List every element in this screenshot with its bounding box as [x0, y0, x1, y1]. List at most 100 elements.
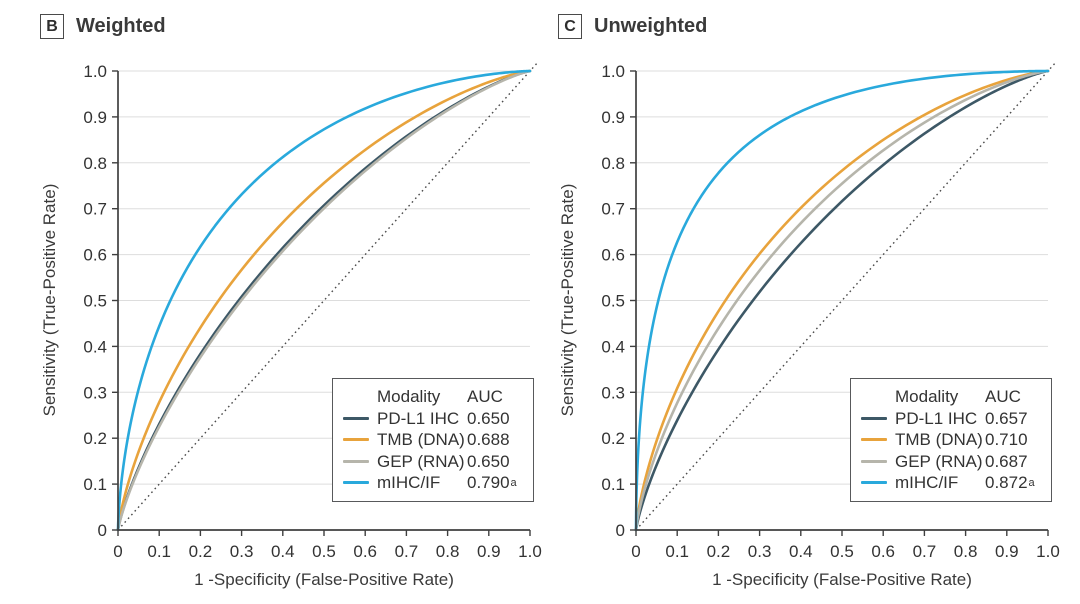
x-tick-label: 1.0 [518, 542, 542, 561]
legend-line-marker [861, 459, 887, 463]
x-tick-label: 0.7 [913, 542, 937, 561]
x-tick-label: 0.3 [748, 542, 772, 561]
legend-modality-header: Modality [377, 387, 441, 406]
roc-plot: 0 0.1 0.2 0.3 0.4 0.5 0.6 0.7 0.8 0.9 1.0 0 0.1 0.2 0.… [83, 61, 542, 561]
legend-marker-cell [343, 472, 377, 494]
panel-letter-badge: C [558, 14, 582, 39]
y-tick-label: 0.2 [601, 429, 625, 448]
x-tick-label: 1.0 [1036, 542, 1060, 561]
x-tick-label: 0.5 [312, 542, 336, 561]
y-tick-label: 0.7 [83, 200, 107, 219]
x-tick-label: 0.7 [395, 542, 419, 561]
panel-title-label: Weighted [76, 15, 166, 37]
legend-auc-value: 0.687 [985, 451, 1028, 471]
y-tick-label: 0.9 [601, 108, 625, 127]
panel-title: B Weighted [40, 14, 166, 39]
y-tick-label: 0.6 [601, 246, 625, 265]
legend-marker-cell [343, 408, 377, 430]
x-tick-label: 0.2 [189, 542, 213, 561]
panel-title-label: Unweighted [594, 15, 708, 37]
roc-curve-mihc-if [634, 69, 1050, 532]
legend-auc-value: 0.872 a [985, 473, 1035, 492]
legend-line-marker [343, 459, 369, 463]
panel-weighted: B Weighted Sensitivity (True-Positive Ra… [40, 14, 542, 589]
panel-title: C Unweighted [558, 14, 707, 39]
y-tick-label: 0.4 [83, 337, 107, 356]
legend-box: Modality AUC PD-L1 IHC 0.657 TMB (DNA) 0.71… [850, 378, 1052, 502]
y-tick-label: 0 [98, 521, 107, 540]
x-tick-label: 0 [631, 542, 640, 561]
x-tick-label: 0.6 [871, 542, 895, 561]
y-tick-label: 0.2 [83, 429, 107, 448]
x-tick-label: 0.6 [353, 542, 377, 561]
legend-line-marker [861, 438, 887, 442]
x-tick-label: 0.4 [789, 542, 813, 561]
legend-marker-cell [343, 451, 377, 473]
roc-plot: 0 0.1 0.2 0.3 0.4 0.5 0.6 0.7 0.8 0.9 1.0 0 0.1 0.2 0.… [601, 61, 1060, 561]
y-tick-label: 0 [616, 521, 625, 540]
legend-grid: Modality AUC PD-L1 IHC 0.657 TMB (DNA) 0.71… [861, 386, 1041, 494]
legend-series-name: GEP (RNA) [377, 451, 465, 471]
x-tick-label: 0.2 [707, 542, 731, 561]
legend-line-marker [343, 416, 369, 420]
legend-header-spacer [343, 386, 377, 408]
x-tick-label: 0.1 [665, 542, 689, 561]
legend-auc-value: 0.688 [467, 430, 510, 449]
y-tick-label: 0.4 [601, 337, 625, 356]
y-tick-label: 0.3 [601, 383, 625, 402]
legend-series-name: mIHC/IF [895, 473, 959, 492]
x-tick-label: 0.1 [147, 542, 171, 561]
y-tick-label: 0.3 [83, 383, 107, 402]
legend-series-name: PD-L1 IHC [895, 408, 978, 428]
x-axis-label: 1 -Specificity (False-Positive Rate) [712, 570, 972, 589]
y-tick-label: 1.0 [83, 62, 107, 81]
legend-marker-cell [861, 451, 895, 473]
legend-series-name: TMB (DNA) [377, 430, 465, 449]
legend-series-name: mIHC/IF [377, 473, 441, 492]
legend-marker-cell [861, 472, 895, 494]
y-tick-label: 0.5 [83, 292, 107, 311]
x-tick-label: 0.8 [436, 542, 460, 561]
legend-series-name: PD-L1 IHC [377, 408, 460, 428]
legend-modality-header: Modality [895, 387, 959, 406]
x-axis-label: 1 -Specificity (False-Positive Rate) [194, 570, 454, 589]
legend-header-spacer [861, 386, 895, 408]
y-tick-label: 0.1 [83, 475, 107, 494]
x-tick-label: 0.4 [271, 542, 295, 561]
legend-auc-value: 0.657 [985, 408, 1028, 428]
y-tick-label: 0.5 [601, 292, 625, 311]
x-tick-label: 0.3 [230, 542, 254, 561]
legend-auc-header: AUC [985, 387, 1021, 406]
x-tick-label: 0.5 [830, 542, 854, 561]
legend-grid: Modality AUC PD-L1 IHC 0.650 TMB (DNA) 0.68… [343, 386, 523, 494]
x-tick-label: 0.9 [477, 542, 501, 561]
y-tick-label: 0.7 [601, 200, 625, 219]
y-tick-label: 0.1 [601, 475, 625, 494]
legend-line-marker [343, 438, 369, 442]
y-tick-label: 0.8 [83, 154, 107, 173]
legend-box: Modality AUC PD-L1 IHC 0.650 TMB (DNA) 0.68… [332, 378, 534, 502]
legend-auc-header: AUC [467, 387, 503, 406]
panel-letter-badge: B [40, 14, 64, 39]
legend-series-name: TMB (DNA) [895, 430, 983, 449]
y-tick-label: 1.0 [601, 62, 625, 81]
legend-line-marker [343, 481, 369, 485]
legend-marker-cell [343, 429, 377, 451]
legend-auc-value: 0.710 [985, 430, 1028, 449]
legend-line-marker [861, 481, 887, 485]
y-tick-label: 0.9 [83, 108, 107, 127]
legend-line-marker [861, 416, 887, 420]
x-tick-label: 0.9 [995, 542, 1019, 561]
panel-unweighted: C Unweighted Sensitivity (True-Positive … [518, 0, 1080, 604]
x-tick-label: 0.8 [954, 542, 978, 561]
legend-marker-cell [861, 408, 895, 430]
legend-auc-value: 0.650 [467, 408, 510, 428]
roc-curve-mihc-if [116, 69, 532, 532]
legend-marker-cell [861, 429, 895, 451]
legend-series-name: GEP (RNA) [895, 451, 983, 471]
y-tick-label: 0.6 [83, 246, 107, 265]
x-tick-label: 0 [113, 542, 122, 561]
y-tick-label: 0.8 [601, 154, 625, 173]
legend-auc-value: 0.650 [467, 451, 510, 471]
